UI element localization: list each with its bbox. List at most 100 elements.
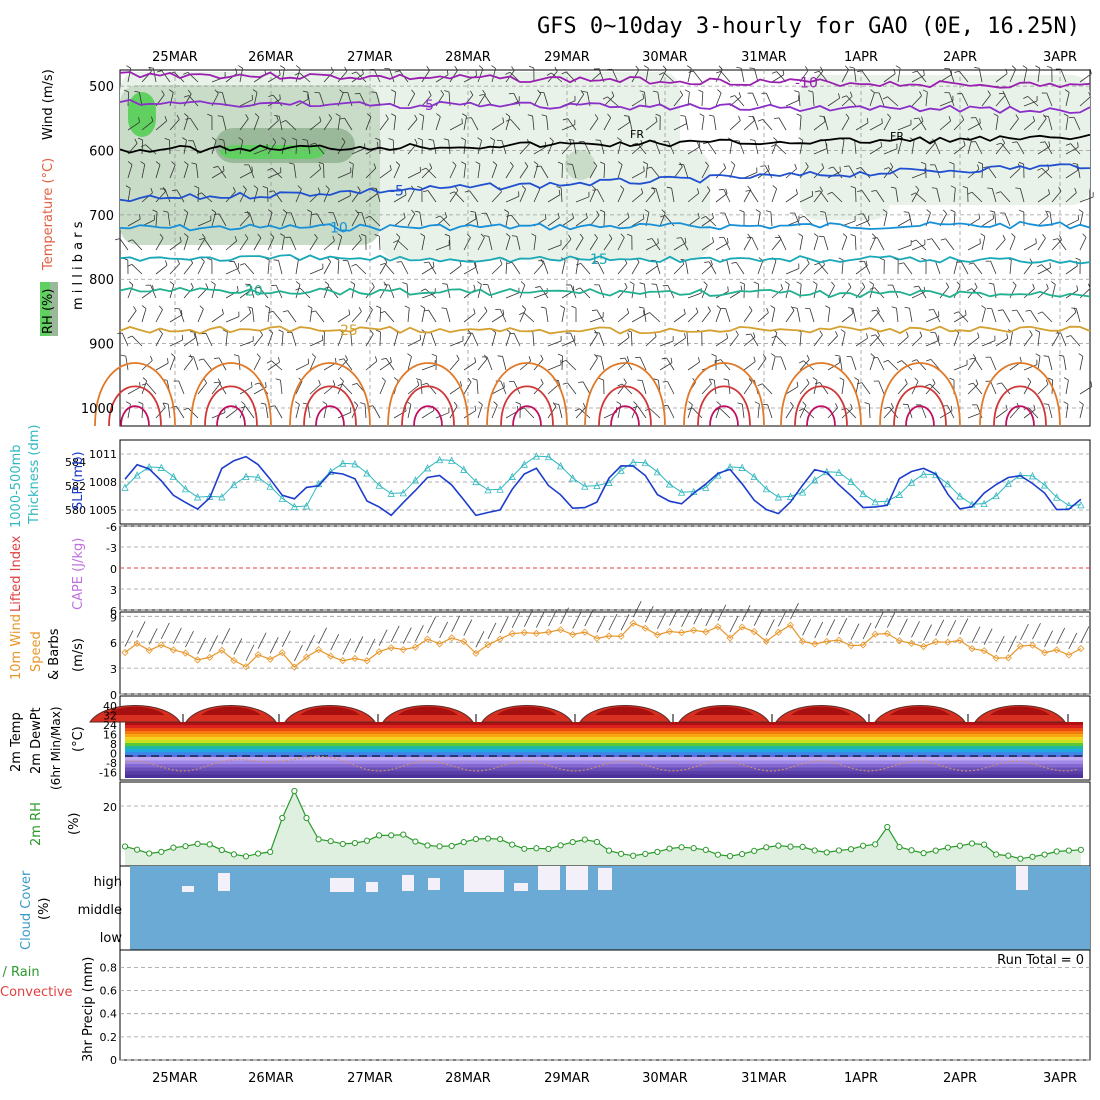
wind-barb: [925, 142, 936, 155]
wind-barb: [1016, 309, 1025, 323]
wind-barb-flag: [949, 377, 955, 381]
wind-barb: [973, 262, 983, 275]
wind-barb-flag: [205, 283, 209, 289]
wind-barb: [991, 308, 997, 323]
wind-barb: [975, 141, 983, 155]
wind-barb-flag: [646, 166, 652, 169]
wind-barb-flag: [798, 360, 804, 364]
thickness-marker: [508, 472, 516, 480]
wind-barb-flag: [950, 69, 953, 75]
wind-barb: [267, 212, 273, 227]
wind-barb: [1079, 404, 1084, 419]
wind-barb: [519, 284, 526, 299]
wind-barb-flag: [322, 401, 328, 405]
wind-barb-flag: [1032, 283, 1035, 289]
wind-barb-flag: [706, 186, 711, 191]
wind-barb: [701, 92, 704, 107]
wind-barb: [477, 358, 488, 371]
wind-barb: [1073, 117, 1081, 131]
wind-barb-flag: [190, 282, 194, 288]
wind-barb: [659, 69, 667, 83]
wind-barb-flag: [831, 281, 835, 286]
wind-barb-flag: [897, 360, 902, 364]
wind-barb: [701, 190, 711, 203]
wind-barb-flag: [1065, 143, 1071, 146]
boundary-layer-contour: [584, 362, 666, 427]
wind-barb-flag: [554, 66, 558, 72]
wind-barb-flag: [527, 114, 533, 117]
wind-barb: [542, 260, 549, 275]
wind-barb-flag: [155, 161, 161, 165]
wind-barb-flag: [921, 116, 924, 122]
wind-barb-flag: [697, 212, 700, 218]
wind-barb-flag: [814, 190, 820, 193]
cloud-gap: [330, 878, 354, 892]
wind-barb: [471, 333, 479, 347]
cloud-gap: [598, 868, 612, 890]
wind-barb-flag: [814, 262, 820, 266]
wind-barb-flag: [491, 65, 496, 69]
surface-wind-barb: [644, 606, 654, 623]
wind-barb-flag: [314, 233, 318, 239]
date-label-top: 27MAR: [347, 50, 393, 65]
wind-barb: [333, 212, 339, 227]
wind-barb: [883, 73, 896, 83]
wind-barb-flag: [139, 214, 141, 220]
surface-wind-barb: [523, 610, 533, 627]
wind-barb-flag: [353, 401, 359, 406]
wind-tick-label: 9: [110, 611, 117, 624]
wind-barb-flag: [805, 162, 809, 167]
wind-barb-flag: [1048, 141, 1051, 147]
wind-barb-flag: [177, 259, 180, 264]
wind-barb-flag: [294, 72, 300, 76]
wind-barb: [1041, 264, 1053, 275]
wind-barb: [855, 380, 860, 395]
wind-barb: [197, 308, 204, 323]
wind-barb: [869, 237, 877, 251]
wind-barb: [561, 217, 574, 227]
temperature-hump-peak: [791, 706, 851, 715]
wind-barb-flag: [940, 238, 946, 241]
wind-barb: [350, 332, 353, 347]
wind-barb-flag: [302, 90, 308, 93]
wind-barb: [428, 309, 437, 323]
dewpoint-line: [124, 755, 1078, 772]
wind-barb-flag: [792, 306, 798, 309]
wind-barb: [169, 356, 176, 371]
wind-barb-flag: [268, 190, 274, 193]
wind-speed-marker: [157, 641, 165, 649]
wind-barb-flag: [608, 234, 613, 239]
rh2m-marker: [497, 836, 504, 843]
wind-barb-flag: [652, 186, 656, 192]
wind-barb: [931, 238, 941, 251]
wind-barb-flag: [207, 113, 213, 117]
wind-barb-flag: [355, 209, 360, 214]
wind-barb: [631, 331, 633, 347]
surface-wind-barb: [402, 627, 412, 644]
wind-barb-flag: [660, 214, 666, 218]
wind-barb: [589, 165, 598, 179]
wind-barb: [378, 235, 381, 251]
wind-barb-flag: [716, 305, 721, 310]
rh2m-marker: [484, 835, 492, 842]
wind-barb-flag: [739, 209, 745, 213]
wind-barb: [603, 117, 612, 131]
wind-barb-flag: [684, 237, 687, 243]
wind-barb-flag: [164, 138, 170, 141]
wind-barb-flag: [835, 403, 838, 408]
wind-barb-flag: [895, 65, 901, 69]
pressure-tick-label: 700: [89, 209, 114, 224]
wind-barb-flag: [470, 210, 476, 213]
wind-barb-flag: [911, 239, 917, 243]
wind-barb-flag: [806, 354, 810, 360]
wind-barb-flag: [183, 95, 189, 98]
wind-barb: [463, 361, 476, 371]
wind-barb: [127, 218, 141, 227]
wind-barb: [827, 335, 838, 347]
wind-barb: [719, 408, 731, 419]
surface-wind-barb: [681, 610, 690, 627]
wind-barb: [597, 261, 605, 275]
wind-barb-flag: [925, 383, 931, 387]
thickness-ylabel: Thickness (dm): [27, 425, 42, 525]
